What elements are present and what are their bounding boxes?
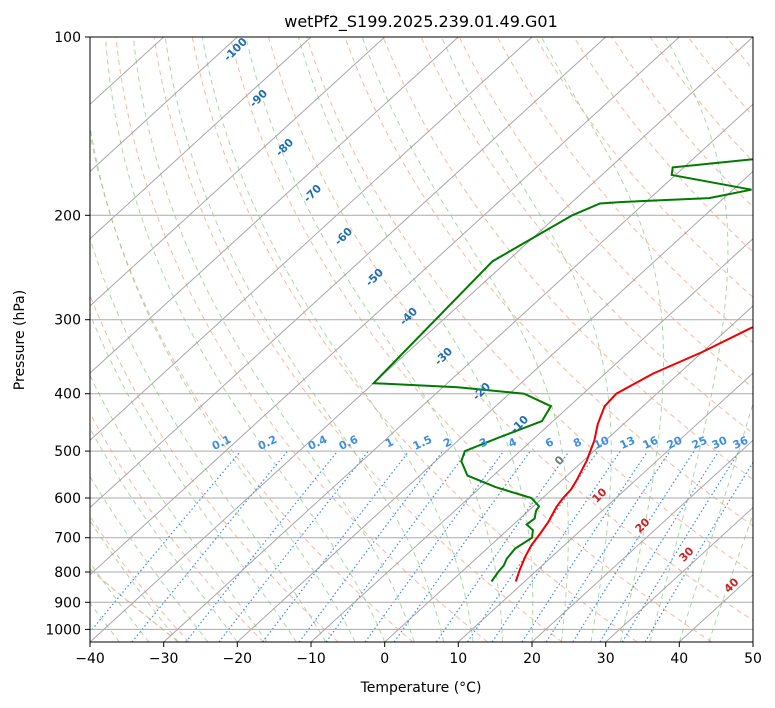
y-tick-label: 100	[54, 30, 81, 46]
mixing-ratio-label: 30	[710, 434, 730, 452]
x-tick-label: 10	[449, 651, 467, 667]
y-tick-label: 900	[54, 595, 81, 611]
isotherm-line	[90, 37, 386, 307]
isotherm-line	[605, 506, 753, 642]
y-tick-label: 400	[54, 387, 81, 403]
grid-lines	[90, 37, 753, 642]
chart-title: wetPf2_S199.2025.239.01.49.G01	[284, 12, 558, 32]
y-tick-label: 500	[54, 444, 81, 460]
y-tick-label: 800	[54, 565, 81, 581]
x-tick-label: 0	[380, 651, 389, 667]
mixing-ratio-label: 10	[592, 434, 612, 452]
mixing-ratio-label: 25	[690, 434, 709, 452]
mixing-ratio-line	[521, 450, 649, 642]
y-axis-label: Pressure (hPa)	[12, 290, 28, 390]
mixing-ratio-line	[491, 450, 621, 642]
reference-curve	[90, 568, 179, 642]
isotherm-line	[531, 439, 753, 642]
moist-adiabat	[201, 37, 474, 642]
dry-adiabat	[90, 293, 339, 642]
dry-adiabat	[496, 37, 753, 344]
moist-adiabat	[164, 37, 445, 642]
mixing-ratio-line	[572, 450, 695, 642]
temperature-series	[514, 326, 753, 582]
dry-adiabat	[153, 37, 563, 642]
dry-adiabat	[115, 37, 488, 642]
isotherm-line	[310, 237, 753, 642]
isotherm-line	[457, 372, 753, 642]
x-axis-label: Temperature (°C)	[360, 680, 482, 696]
moist-adiabat	[90, 236, 327, 642]
moist-adiabat	[245, 37, 503, 642]
dry-adiabat	[268, 37, 753, 622]
x-axis-ticks: −40 −30 −20 −10 0 10 20 30 40 50	[75, 642, 762, 667]
moist-adiabat	[297, 37, 534, 642]
x-tick-label: −10	[296, 651, 326, 667]
isotherm-line	[90, 37, 607, 509]
y-tick-label: 300	[54, 313, 81, 329]
isotherm-line	[90, 37, 753, 642]
y-tick-label: 600	[54, 491, 81, 507]
x-tick-label: 50	[744, 651, 762, 667]
isotherm-line	[236, 170, 753, 642]
y-tick-label: 200	[54, 208, 81, 224]
x-tick-label: 30	[597, 651, 615, 667]
mixing-ratio-line	[435, 450, 570, 642]
x-tick-label: −40	[75, 651, 105, 667]
x-tick-label: −30	[149, 651, 179, 667]
mixing-ratio-line	[298, 450, 444, 642]
moist-adiabat	[90, 427, 238, 642]
mixing-ratio-line	[545, 450, 671, 642]
moist-adiabat	[441, 37, 612, 642]
moist-adiabat	[361, 37, 569, 642]
moist-adiabat	[90, 123, 356, 642]
mixing-ratio-line	[262, 450, 410, 642]
mixing-ratio-line	[621, 450, 740, 642]
dry-adiabat	[458, 37, 753, 389]
plot-frame	[89, 36, 754, 643]
isotherm-line	[90, 37, 680, 576]
mixing-ratio-line	[90, 450, 242, 633]
isotherm-line	[90, 37, 459, 374]
series-lines	[371, 158, 753, 583]
isotherm-line	[163, 103, 753, 642]
isotherm-line	[90, 37, 238, 173]
mixing-ratio-line	[131, 450, 289, 642]
x-tick-label: 20	[523, 651, 541, 667]
mixing-ratio-line	[364, 450, 505, 642]
moist-adiabat	[90, 475, 209, 642]
isotherm-line	[90, 37, 533, 442]
dry-adiabat	[306, 37, 753, 574]
moist-adiabat	[90, 312, 297, 642]
isotherm-line	[90, 37, 312, 240]
mixing-ratio-label: 36	[731, 434, 751, 452]
dewpoint-series	[371, 158, 753, 583]
x-tick-label: −20	[223, 651, 253, 667]
mixing-ratio-line	[466, 450, 599, 642]
dry-adiabat	[191, 37, 638, 642]
mixing-ratio-label: 13	[618, 434, 637, 452]
dry-adiabat	[90, 412, 264, 642]
mixing-ratio-line	[185, 450, 339, 642]
moist-adiabat	[678, 401, 753, 642]
y-axis-ticks: 100 200 300 400 500 600 700 800 900 1000	[45, 30, 90, 638]
mixing-ratio-line	[325, 450, 468, 642]
moist-adiabat	[649, 37, 729, 642]
isotherm-line	[384, 305, 753, 642]
x-tick-label: 40	[670, 651, 688, 667]
dry-adiabat	[90, 515, 190, 642]
y-tick-label: 700	[54, 531, 81, 547]
mixing-ratio-label: 20	[665, 434, 685, 452]
moist-adiabat	[90, 374, 268, 642]
moist-adiabat	[105, 37, 386, 642]
y-tick-label: 1000	[45, 622, 81, 638]
mixing-ratio-label: 16	[641, 434, 661, 452]
